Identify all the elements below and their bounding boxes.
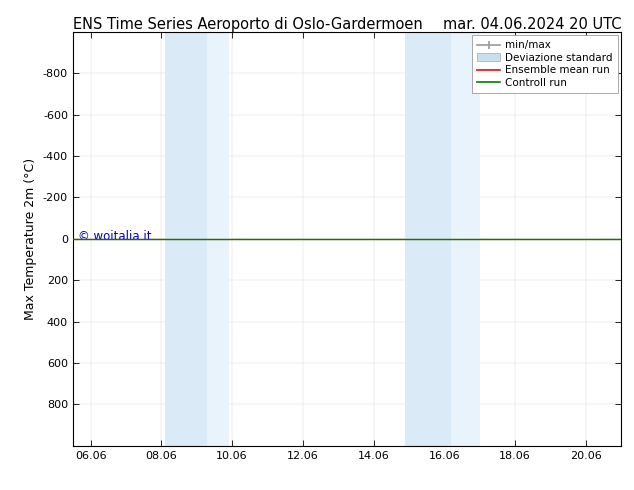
Bar: [451, 32, 480, 446]
Text: © woitalia.it: © woitalia.it: [79, 230, 152, 244]
Y-axis label: Max Temperature 2m (°C): Max Temperature 2m (°C): [24, 158, 37, 320]
Text: mar. 04.06.2024 20 UTC: mar. 04.06.2024 20 UTC: [443, 17, 621, 32]
Bar: [165, 32, 207, 446]
Text: ENS Time Series Aeroporto di Oslo-Gardermoen: ENS Time Series Aeroporto di Oslo-Garder…: [73, 17, 423, 32]
Bar: [207, 32, 229, 446]
Bar: [406, 32, 451, 446]
Legend: min/max, Deviazione standard, Ensemble mean run, Controll run: min/max, Deviazione standard, Ensemble m…: [472, 35, 618, 93]
Title: ENS Time Series Aeroporto di Oslo-Gardermoen      mar. 04.06.2024 20 UTC: ENS Time Series Aeroporto di Oslo-Garder…: [0, 489, 1, 490]
